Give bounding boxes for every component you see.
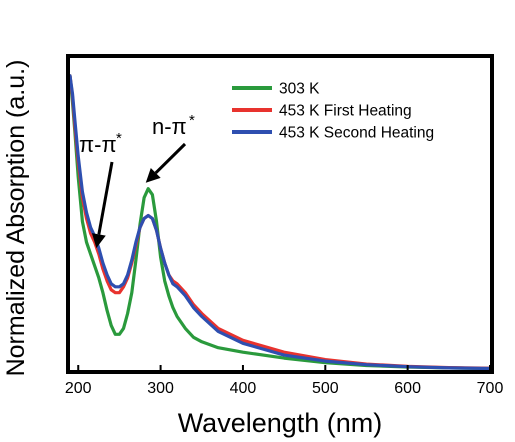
x-tick-label: 300 bbox=[147, 380, 174, 397]
x-tick-label: 700 bbox=[477, 380, 504, 397]
legend-label: 303 K bbox=[279, 81, 320, 98]
annotation-arrow-shaft bbox=[154, 142, 187, 175]
annotation-label: n-π bbox=[152, 114, 187, 139]
annotation-superscript: * bbox=[116, 130, 122, 147]
x-tick-label: 400 bbox=[230, 380, 257, 397]
legend-label: 453 K Second Heating bbox=[279, 125, 434, 142]
annotations: π-π * n-π * bbox=[79, 112, 195, 249]
annotation-superscript: * bbox=[189, 112, 195, 129]
x-tick-label: 200 bbox=[65, 380, 92, 397]
x-tick-label: 600 bbox=[394, 380, 421, 397]
series-line-0 bbox=[68, 74, 492, 371]
x-tick-label: 500 bbox=[312, 380, 339, 397]
x-axis-title: Wavelength (nm) bbox=[178, 408, 383, 438]
legend-label: 453 K First Heating bbox=[279, 103, 412, 120]
y-axis-title: Normalized Absorption (a.u.) bbox=[2, 60, 30, 377]
annotation-arrow-head bbox=[91, 233, 106, 249]
series-line-1 bbox=[68, 74, 492, 370]
annotation-label: π-π bbox=[79, 132, 117, 157]
series-line-2 bbox=[68, 74, 492, 371]
series-layer bbox=[68, 74, 492, 371]
annotation-arrow-shaft bbox=[97, 161, 114, 235]
plot-frame bbox=[66, 54, 494, 374]
legend: 303 K 453 K First Heating 453 K Second Hea… bbox=[232, 81, 434, 142]
x-ticks: 200 300 400 500 600 700 bbox=[65, 365, 504, 397]
annotation-arrow-head bbox=[145, 167, 161, 183]
